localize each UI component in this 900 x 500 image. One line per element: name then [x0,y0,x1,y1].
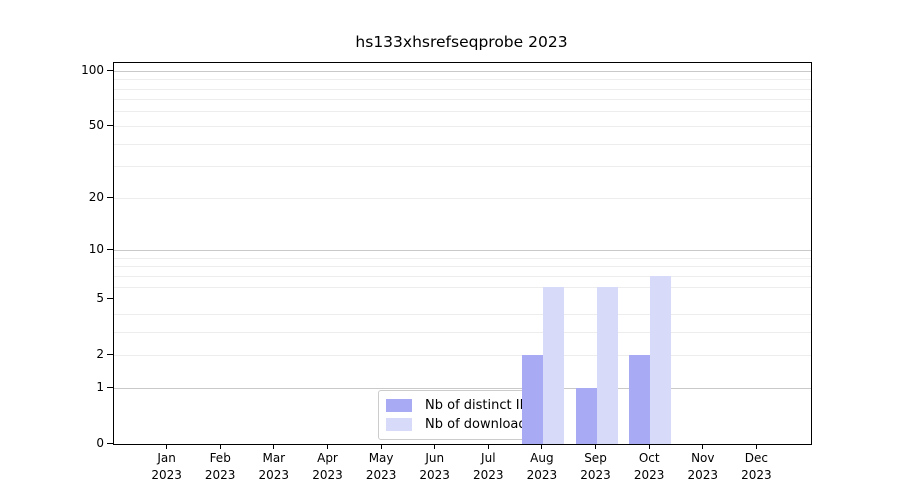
x-tick-mark [273,444,275,449]
gridline-minor [114,88,811,90]
gridline-major [114,387,811,389]
x-tick-mark [487,444,489,449]
x-tick-label: Nov 2023 [687,451,719,482]
x-tick-label: Dec 2023 [741,451,772,482]
x-tick-label: Jan 2023 [151,451,182,482]
bar-distinct-ips [629,355,651,444]
gridline-minor [114,331,811,333]
y-tick-label: 50 [88,117,104,132]
gridline-minor [114,275,811,277]
x-tick-label: May 2023 [365,451,397,482]
y-tick-label: 2 [96,347,104,362]
y-tick-label: 100 [81,62,104,77]
y-tick-mark [107,354,113,356]
bar-distinct-ips [575,387,597,444]
x-tick-label: Sep 2023 [580,451,611,482]
gridline-major [114,250,811,251]
x-tick-mark [541,444,543,449]
x-tick-mark [702,444,704,449]
gridline-minor [114,143,811,145]
bar-distinct-ips [521,355,543,444]
x-tick-mark [219,444,221,449]
x-tick-label: Apr 2023 [312,451,343,482]
legend: Nb of distinct IPs Nb of downloads [378,390,544,440]
legend-label-distinct-ips: Nb of distinct IPs [425,398,534,413]
y-tick-mark [107,386,113,389]
y-tick-label: 0 [96,436,104,450]
y-tick-label: 1 [96,379,104,394]
y-tick-mark [107,298,113,300]
y-tick-mark [107,443,113,445]
legend-item-distinct-ips: Nb of distinct IPs [386,396,534,415]
gridline-minor [114,286,811,288]
gridline-minor [114,166,811,168]
x-tick-label: Oct 2023 [633,451,665,482]
x-tick-mark [755,444,757,449]
gridline-minor [114,197,811,199]
gridline-minor [114,266,811,268]
x-tick-label: Feb 2023 [204,451,236,482]
gridline-minor [114,257,811,259]
gridline-minor [114,313,811,315]
bar-downloads [542,286,564,444]
legend-swatch-downloads-icon [386,418,412,431]
x-tick-label: Aug 2023 [526,451,558,482]
gridline-minor [114,79,811,81]
x-tick-mark [648,444,650,449]
y-tick-mark [107,249,113,251]
gridline-minor [114,111,811,113]
x-tick-mark [380,444,382,449]
gridline-minor [114,99,811,101]
x-tick-label: Jul 2023 [473,451,504,482]
chart-title: hs133xhsrefseqprobe 2023 [355,33,568,51]
x-tick-mark [434,444,436,449]
plot-area: Nb of distinct IPs Nb of downloads [113,62,812,445]
y-tick-mark [107,196,113,198]
legend-label-downloads: Nb of downloads [425,417,534,432]
legend-swatch-distinct-ips-icon [386,399,412,412]
gridline-minor [114,355,811,357]
y-tick-mark [107,69,113,71]
x-tick-label: Jun 2023 [419,451,450,482]
y-tick-label: 5 [96,291,104,305]
x-tick-mark [166,444,168,449]
bar-downloads [596,286,618,444]
y-tick-label: 10 [88,242,104,256]
x-tick-mark [594,444,597,449]
legend-item-downloads: Nb of downloads [386,415,534,434]
x-tick-mark [326,444,329,449]
bar-downloads [650,275,672,444]
y-tick-label: 20 [88,189,104,204]
x-tick-label: Mar 2023 [258,451,290,482]
y-tick-mark [107,124,113,127]
gridline-minor [114,125,811,127]
gridline-major [114,70,811,72]
